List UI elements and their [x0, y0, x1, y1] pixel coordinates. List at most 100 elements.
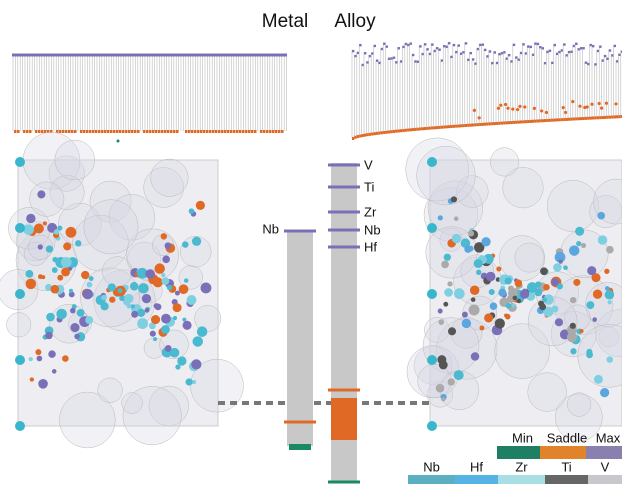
- max-dot: [544, 62, 546, 64]
- saddle-dot: [537, 119, 539, 122]
- max-dot: [448, 42, 450, 44]
- max-dot: [436, 47, 438, 49]
- saddle-dot: [398, 129, 400, 132]
- atom: [201, 283, 212, 294]
- atom: [490, 302, 498, 310]
- saddle-dot: [364, 134, 366, 137]
- saddle-dot: [453, 125, 455, 128]
- atom: [48, 350, 56, 358]
- saddle-dot: [239, 130, 242, 133]
- saddle-dot: [499, 104, 502, 107]
- saddle-dot: [378, 132, 380, 135]
- atom: [127, 304, 132, 309]
- saddle-dot: [582, 117, 584, 120]
- saddle-dot: [614, 115, 616, 118]
- saddle-dot: [534, 120, 536, 123]
- saddle-dot: [518, 121, 520, 124]
- atom: [606, 356, 613, 363]
- saddle-dot: [83, 130, 86, 133]
- atom: [454, 216, 459, 221]
- atom: [37, 190, 45, 198]
- atom: [62, 355, 69, 362]
- saddle-dot: [354, 136, 356, 139]
- saddle-dot: [359, 134, 361, 137]
- legend-label: Max: [596, 430, 621, 445]
- saddle-dot: [230, 130, 233, 133]
- saddle-dot: [167, 130, 170, 133]
- max-dot: [501, 52, 503, 54]
- atom: [131, 311, 138, 318]
- atom: [586, 349, 592, 355]
- max-dot: [402, 46, 404, 48]
- atom: [464, 245, 472, 253]
- metal-column: [287, 230, 313, 446]
- atom: [130, 282, 138, 290]
- atom: [553, 263, 562, 272]
- max-dot: [441, 59, 443, 61]
- max-dot: [506, 57, 508, 59]
- atom: [598, 235, 608, 245]
- saddle-dot: [450, 125, 452, 128]
- shell: [195, 305, 221, 331]
- atom: [52, 257, 57, 262]
- max-dot: [364, 52, 366, 54]
- atom: [427, 421, 437, 431]
- saddle-dot: [376, 132, 378, 135]
- alloy-label: Ti: [364, 179, 374, 194]
- saddle-dot: [134, 130, 137, 133]
- max-dot: [422, 53, 424, 55]
- max-dot: [573, 45, 575, 47]
- saddle-dot: [381, 131, 383, 134]
- min-dot: [117, 140, 120, 143]
- shell: [98, 378, 123, 403]
- saddle-dot: [362, 134, 364, 137]
- saddle-dot: [522, 120, 524, 123]
- atom: [61, 267, 70, 276]
- saddle-dot: [556, 118, 558, 121]
- saddle-dot: [508, 121, 510, 124]
- atom: [608, 300, 612, 304]
- atom: [600, 388, 609, 397]
- max-dot: [443, 45, 445, 47]
- legend-swatch: [408, 475, 455, 484]
- atom: [137, 309, 145, 317]
- atom: [438, 309, 443, 314]
- max-dot: [477, 48, 479, 50]
- saddle-dot: [143, 130, 146, 133]
- atom: [520, 290, 529, 299]
- max-dot: [530, 46, 532, 48]
- atom: [54, 229, 59, 234]
- max-dot: [388, 58, 390, 60]
- atom: [495, 318, 505, 328]
- max-dot: [542, 47, 544, 49]
- atom: [138, 283, 148, 293]
- saddle-dot: [431, 126, 433, 129]
- atom: [161, 314, 171, 324]
- saddle-dot: [104, 130, 107, 133]
- max-dot: [359, 44, 361, 46]
- max-dot: [518, 59, 520, 61]
- max-dot: [585, 62, 587, 64]
- atom: [37, 356, 43, 362]
- atom: [50, 285, 59, 294]
- max-dot: [551, 62, 553, 64]
- alloy-label: Nb: [364, 222, 381, 237]
- max-dot: [494, 51, 496, 53]
- saddle-dot: [470, 124, 472, 127]
- saddle-dot: [434, 126, 436, 129]
- saddle-dot: [149, 130, 152, 133]
- saddle-dot: [74, 130, 77, 133]
- max-dot: [611, 54, 613, 56]
- saddle-dot: [412, 128, 414, 131]
- max-dot: [522, 43, 524, 45]
- saddle-dot: [263, 130, 266, 133]
- saddle-dot: [65, 130, 68, 133]
- atom: [184, 278, 188, 282]
- max-dot: [400, 60, 402, 62]
- legend-swatch: [540, 446, 586, 459]
- max-dot: [484, 49, 486, 51]
- max-dot: [606, 58, 608, 60]
- atom: [197, 326, 208, 337]
- saddle-dot: [498, 122, 500, 125]
- atom: [441, 261, 449, 269]
